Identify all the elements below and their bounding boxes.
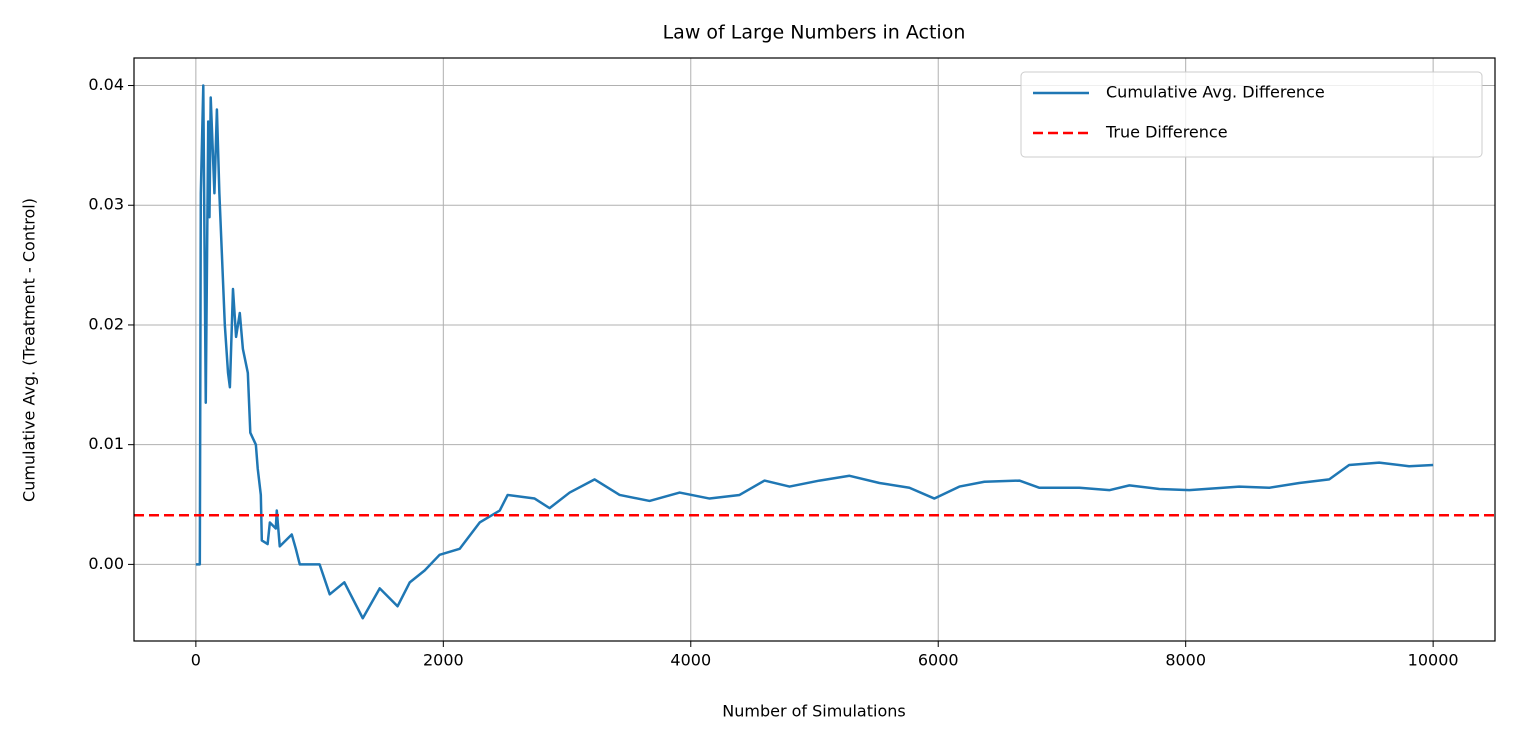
y-tick-label: 0.00 <box>88 554 124 573</box>
y-axis-label: Cumulative Avg. (Treatment - Control) <box>20 198 39 502</box>
data-line <box>195 84 1434 620</box>
x-tick-label: 2000 <box>423 651 464 670</box>
x-tick-label: 4000 <box>670 651 711 670</box>
y-tick-label: 0.02 <box>88 314 124 333</box>
y-tick-label: 0.04 <box>88 75 124 94</box>
chart-title: Law of Large Numbers in Action <box>663 22 966 44</box>
x-axis-label: Number of Simulations <box>722 702 905 721</box>
y-tick-label: 0.03 <box>88 195 124 214</box>
x-tick-label: 0 <box>191 651 201 670</box>
y-tick-label: 0.01 <box>88 434 124 453</box>
x-tick-label: 10000 <box>1408 651 1459 670</box>
legend-label: True Difference <box>1105 123 1228 142</box>
plot-frame <box>133 57 1496 642</box>
x-tick-label: 8000 <box>1165 651 1206 670</box>
legend-box <box>1020 71 1483 158</box>
legend-label: Cumulative Avg. Difference <box>1106 83 1325 102</box>
x-tick-label: 6000 <box>918 651 959 670</box>
